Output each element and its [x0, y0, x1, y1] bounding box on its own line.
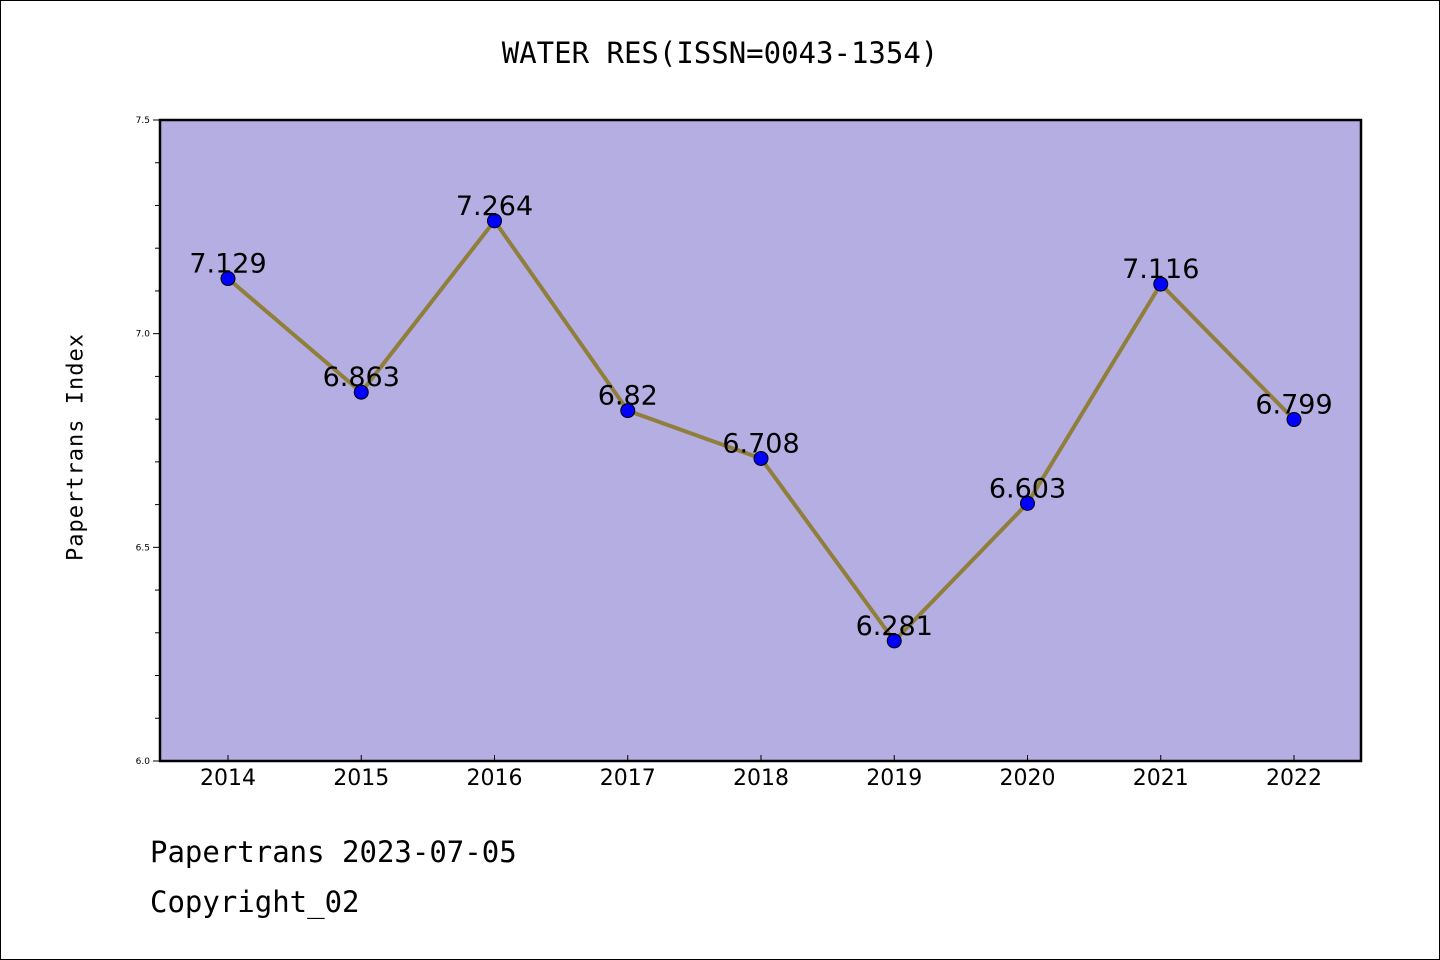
data-point	[753, 450, 769, 466]
x-tick-label: 2021	[1133, 766, 1189, 791]
data-point	[620, 403, 636, 419]
data-label: 6.708	[722, 428, 799, 459]
data-point	[353, 384, 369, 400]
y-tick-label: 6.0	[136, 757, 151, 767]
x-tick-label: 2022	[1266, 766, 1322, 791]
x-tick-label: 2018	[733, 766, 789, 791]
footer-date: Papertrans 2023-07-05	[150, 835, 517, 869]
x-tick-label: 2020	[1000, 766, 1056, 791]
data-label: 6.82	[598, 381, 658, 412]
data-label: 6.603	[989, 473, 1066, 504]
plot-border	[158, 118, 1363, 763]
data-point	[886, 633, 902, 649]
data-point	[487, 213, 502, 229]
data-label: 6.281	[856, 611, 933, 642]
data-point	[1286, 412, 1302, 428]
y-tick-label: 7.0	[136, 330, 151, 340]
data-label: 7.129	[189, 249, 266, 280]
data-point	[1020, 495, 1035, 511]
plot-area	[160, 120, 1361, 761]
data-label: 6.799	[1255, 390, 1332, 421]
x-tick-label: 2016	[467, 766, 523, 791]
x-tick-label: 2014	[200, 766, 256, 791]
x-tick-label: 2017	[600, 766, 656, 791]
x-tick-label: 2015	[333, 766, 389, 791]
y-tick-label: 6.5	[136, 543, 150, 553]
chart-title: WATER RES(ISSN=0043-1354)	[501, 36, 939, 70]
data-point	[220, 271, 236, 287]
footer-copyright: Copyright_02	[150, 885, 360, 919]
data-label: 7.264	[456, 191, 533, 222]
y-tick-label: 7.5	[136, 116, 150, 126]
x-tick-label: 2019	[866, 766, 922, 791]
data-point	[1153, 276, 1169, 292]
data-label: 7.116	[1122, 254, 1199, 285]
data-label: 6.863	[323, 362, 400, 393]
